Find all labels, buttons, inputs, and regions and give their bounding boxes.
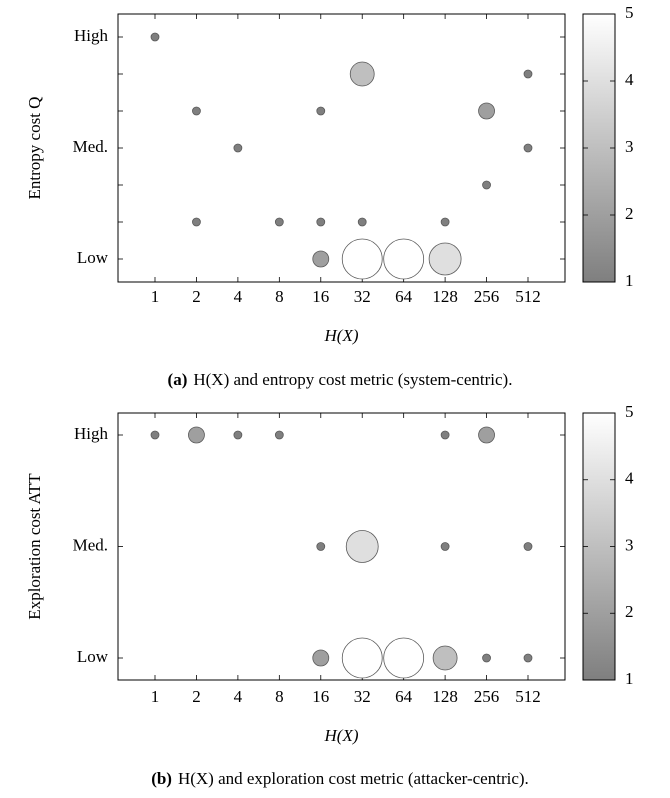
colorbar-tick-label: 5 <box>625 3 634 22</box>
x-tick-label: 8 <box>275 687 284 706</box>
x-tick-label: 32 <box>354 287 371 306</box>
bubble <box>345 530 379 563</box>
x-tick-label: 256 <box>474 287 500 306</box>
colorbar-tick-label: 4 <box>625 70 634 89</box>
x-tick-label: 32 <box>354 687 371 706</box>
colorbar-tick-label: 3 <box>625 137 634 156</box>
bubble <box>192 217 201 227</box>
y-tick-label: High <box>74 424 109 443</box>
bubble <box>440 430 450 440</box>
bubble <box>357 217 367 227</box>
caption-text: H(X) and entropy cost metric (system-cen… <box>193 370 512 389</box>
colorbar-tick-label: 1 <box>625 271 634 290</box>
bubble <box>274 430 284 440</box>
bubble <box>150 430 160 440</box>
bubble <box>341 637 383 679</box>
y-axis-label: Exploration cost ATT <box>25 473 44 620</box>
bubble <box>349 61 375 87</box>
bubble <box>312 250 330 268</box>
caption: (a) H(X) and entropy cost metric (system-… <box>168 370 513 389</box>
x-tick-label: 4 <box>234 287 243 306</box>
y-axis-label: Entropy cost Q <box>25 97 44 200</box>
caption-text: H(X) and exploration cost metric (attack… <box>178 769 529 788</box>
bubble <box>428 242 462 276</box>
bubble <box>312 649 330 667</box>
bubble <box>440 217 450 227</box>
x-tick-label: 256 <box>474 687 500 706</box>
bubble <box>432 645 458 671</box>
x-tick-label: 4 <box>234 687 243 706</box>
bubble <box>523 69 533 79</box>
y-tick-label: Low <box>77 647 109 666</box>
x-tick-label: 128 <box>432 687 458 706</box>
colorbar-tick-label: 4 <box>625 469 634 488</box>
y-tick-label: Med. <box>73 137 108 156</box>
bubble <box>440 542 450 551</box>
colorbar-tick-label: 2 <box>625 602 634 621</box>
bubble <box>523 542 533 551</box>
plot-frame <box>117 13 566 283</box>
x-tick-label: 16 <box>312 287 329 306</box>
bubble <box>233 430 243 440</box>
y-tick-label: Med. <box>73 535 108 554</box>
x-tick-label: 2 <box>192 687 201 706</box>
x-tick-label: 8 <box>275 287 284 306</box>
x-tick-label: 16 <box>312 687 329 706</box>
x-tick-label: 1 <box>151 287 160 306</box>
x-tick-label: 512 <box>515 287 541 306</box>
bubble <box>192 106 201 116</box>
plot-frame <box>117 412 566 681</box>
caption: (b) H(X) and exploration cost metric (att… <box>151 769 529 788</box>
x-tick-label: 64 <box>395 687 413 706</box>
y-tick-label: High <box>74 26 109 45</box>
bubble <box>188 426 205 444</box>
colorbar-tick-label: 1 <box>625 669 634 688</box>
x-tick-label: 64 <box>395 287 413 306</box>
bubble <box>383 637 425 679</box>
caption-label: (a) <box>168 370 188 389</box>
bubble <box>233 143 243 153</box>
colorbar-tick-label: 2 <box>625 204 634 223</box>
colorbar-tick-label: 3 <box>625 535 634 554</box>
colorbar <box>582 412 616 681</box>
bubble <box>478 426 495 444</box>
bubble <box>523 653 533 663</box>
colorbar-tick-label: 5 <box>625 402 634 421</box>
x-tick-label: 512 <box>515 687 541 706</box>
bubble <box>316 542 326 551</box>
bubble <box>316 217 326 227</box>
bubble <box>482 180 491 190</box>
bubble <box>316 106 326 116</box>
colorbar <box>582 13 616 283</box>
x-tick-label: 128 <box>432 287 458 306</box>
bubble <box>383 238 425 280</box>
bubble <box>523 143 533 153</box>
x-tick-label: 2 <box>192 287 201 306</box>
bubble <box>341 238 383 280</box>
bubble <box>482 653 491 663</box>
bubble <box>274 217 284 227</box>
bubble <box>478 102 495 120</box>
x-axis-label: H(X) <box>324 726 359 745</box>
y-tick-label: Low <box>77 248 109 267</box>
x-axis-label: H(X) <box>324 326 359 345</box>
caption-label: (b) <box>151 769 172 788</box>
x-tick-label: 1 <box>151 687 160 706</box>
bubble <box>150 32 160 42</box>
